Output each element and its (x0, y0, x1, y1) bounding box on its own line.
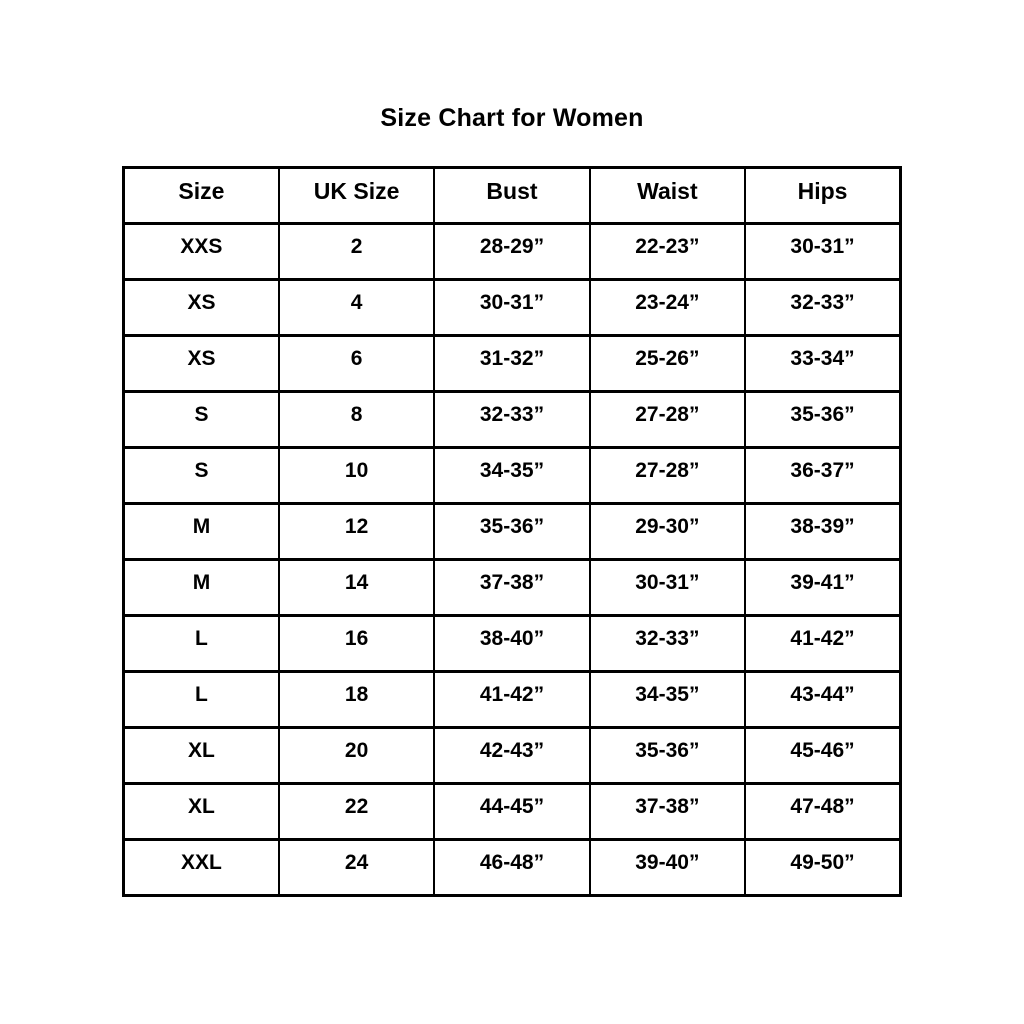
table-cell: XXL (122, 838, 280, 897)
table-cell: 27-28” (588, 390, 747, 449)
table-row: XL 20 42-43” 35-36” 45-46” (122, 726, 902, 785)
table-cell: 28-29” (433, 222, 591, 281)
table-cell: 16 (277, 614, 436, 673)
table-cell: 18 (277, 670, 436, 729)
table-cell: 10 (277, 446, 436, 505)
table-cell: XL (122, 782, 280, 841)
column-header: UK Size (277, 166, 436, 225)
table-cell: 4 (277, 278, 436, 337)
table-cell: 30-31” (433, 278, 591, 337)
table-cell: 37-38” (588, 782, 747, 841)
table-row: M 12 35-36” 29-30” 38-39” (122, 502, 902, 561)
table-row: S 8 32-33” 27-28” 35-36” (122, 390, 902, 449)
table-cell: L (122, 670, 280, 729)
header-row: Size UK Size Bust Waist Hips (122, 166, 902, 225)
table-cell: 39-40” (588, 838, 747, 897)
table-cell: 20 (277, 726, 436, 785)
table-row: M 14 37-38” 30-31” 39-41” (122, 558, 902, 617)
table-cell: M (122, 502, 280, 561)
table-cell: 6 (277, 334, 436, 393)
table-cell: 24 (277, 838, 436, 897)
table-row: XXL 24 46-48” 39-40” 49-50” (122, 838, 902, 897)
table-cell: 32-33” (588, 614, 747, 673)
table-cell: M (122, 558, 280, 617)
table-cell: 34-35” (588, 670, 747, 729)
table-cell: 44-45” (433, 782, 591, 841)
page-title: Size Chart for Women (380, 104, 644, 132)
table-cell: 38-39” (744, 502, 902, 561)
table-cell: L (122, 614, 280, 673)
table-cell: 14 (277, 558, 436, 617)
table-row: S 10 34-35” 27-28” 36-37” (122, 446, 902, 505)
column-header: Waist (588, 166, 747, 225)
table-row: XS 4 30-31” 23-24” 32-33” (122, 278, 902, 337)
table-row: L 16 38-40” 32-33” 41-42” (122, 614, 902, 673)
table-cell: 35-36” (588, 726, 747, 785)
table-cell: 30-31” (588, 558, 747, 617)
table-cell: 31-32” (433, 334, 591, 393)
table-cell: 45-46” (744, 726, 902, 785)
table-cell: 47-48” (744, 782, 902, 841)
table-cell: 30-31” (744, 222, 902, 281)
table-header: Size UK Size Bust Waist Hips (122, 166, 902, 225)
table-cell: 41-42” (433, 670, 591, 729)
table-cell: S (122, 446, 280, 505)
size-chart-table: Size UK Size Bust Waist Hips XXS 2 28-29” 22-23… (122, 166, 902, 897)
table-row: XL 22 44-45” 37-38” 47-48” (122, 782, 902, 841)
column-header: Bust (433, 166, 591, 225)
table-cell: 33-34” (744, 334, 902, 393)
table-cell: 32-33” (433, 390, 591, 449)
table-cell: 25-26” (588, 334, 747, 393)
table-cell: 27-28” (588, 446, 747, 505)
table-cell: 23-24” (588, 278, 747, 337)
table-row: L 18 41-42” 34-35” 43-44” (122, 670, 902, 729)
table-cell: 32-33” (744, 278, 902, 337)
table-cell: XS (122, 278, 280, 337)
table-cell: 49-50” (744, 838, 902, 897)
table-cell: 22-23” (588, 222, 747, 281)
table-cell: 41-42” (744, 614, 902, 673)
table-row: XS 6 31-32” 25-26” 33-34” (122, 334, 902, 393)
table-cell: 37-38” (433, 558, 591, 617)
table-cell: XXS (122, 222, 280, 281)
table-cell: 29-30” (588, 502, 747, 561)
table-cell: 12 (277, 502, 436, 561)
table-cell: S (122, 390, 280, 449)
table-cell: 42-43” (433, 726, 591, 785)
column-header: Hips (744, 166, 902, 225)
table-cell: XL (122, 726, 280, 785)
table-body: XXS 2 28-29” 22-23” 30-31” XS 4 30-31” 23-24” 32-… (122, 222, 902, 897)
table-cell: 36-37” (744, 446, 902, 505)
table-cell: 2 (277, 222, 436, 281)
table-cell: 22 (277, 782, 436, 841)
table-cell: 39-41” (744, 558, 902, 617)
table-row: XXS 2 28-29” 22-23” 30-31” (122, 222, 902, 281)
table-cell: 38-40” (433, 614, 591, 673)
table-cell: 35-36” (433, 502, 591, 561)
table-cell: 43-44” (744, 670, 902, 729)
table-cell: 8 (277, 390, 436, 449)
column-header: Size (122, 166, 280, 225)
table-cell: 46-48” (433, 838, 591, 897)
table-cell: XS (122, 334, 280, 393)
table-cell: 34-35” (433, 446, 591, 505)
table-cell: 35-36” (744, 390, 902, 449)
